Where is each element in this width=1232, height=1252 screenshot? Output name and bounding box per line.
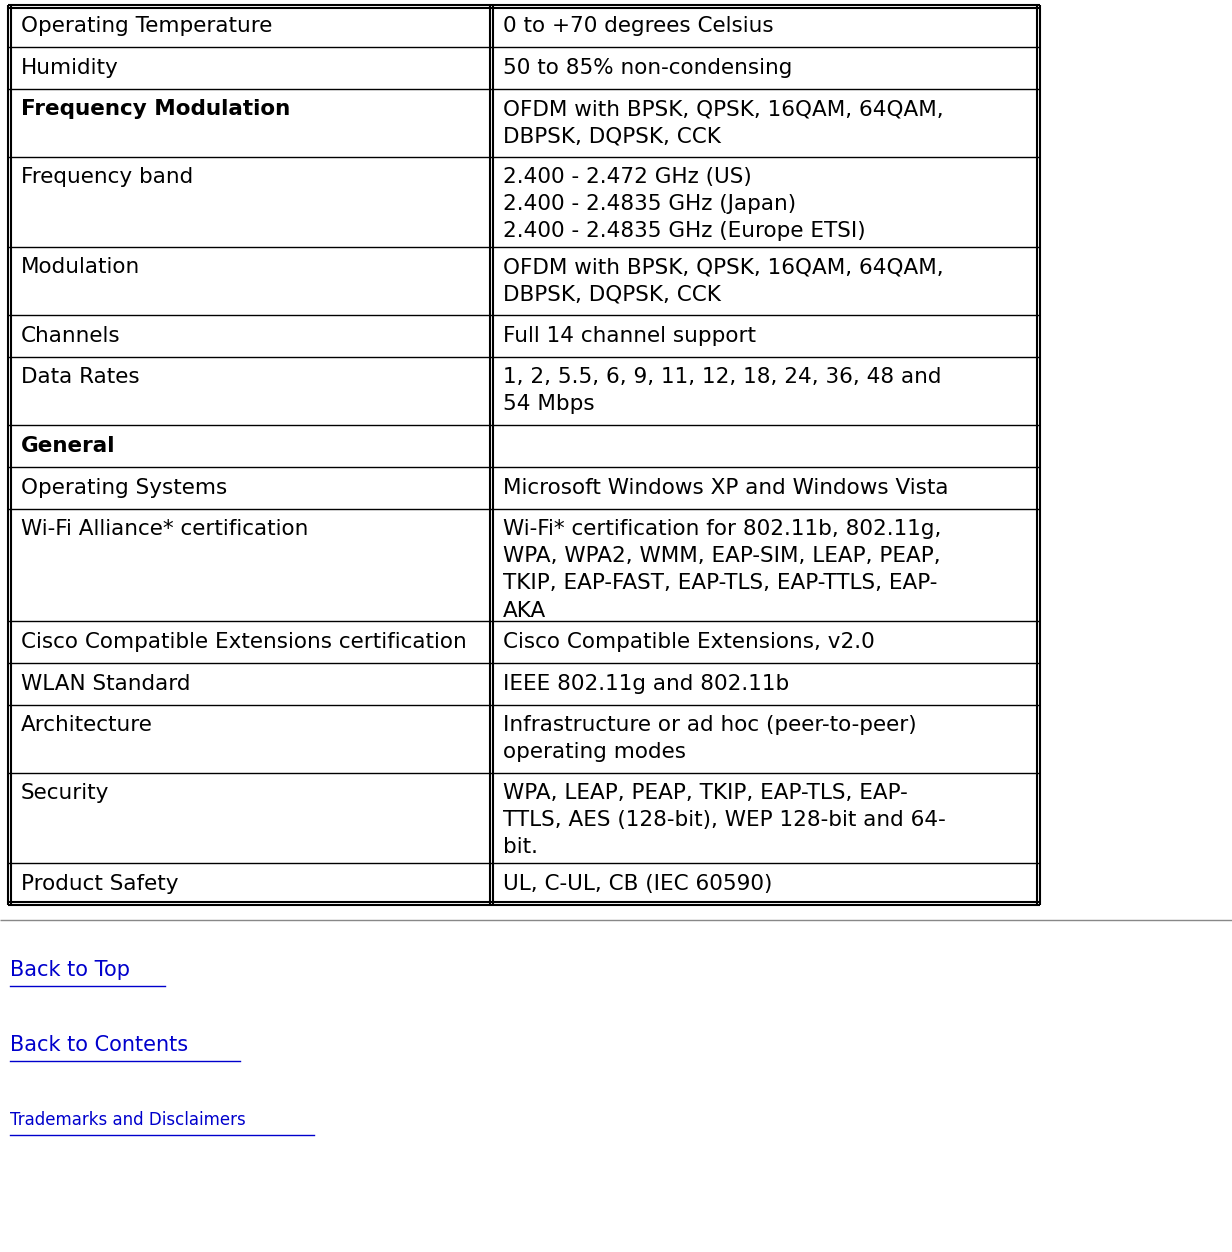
Text: OFDM with BPSK, QPSK, 16QAM, 64QAM,
DBPSK, DQPSK, CCK: OFDM with BPSK, QPSK, 16QAM, 64QAM, DBPS… [503,99,944,146]
Text: 2.400 - 2.472 GHz (US)
2.400 - 2.4835 GHz (Japan)
2.400 - 2.4835 GHz (Europe ETS: 2.400 - 2.472 GHz (US) 2.400 - 2.4835 GH… [503,167,866,242]
Text: Full 14 channel support: Full 14 channel support [503,326,756,346]
Text: General: General [21,436,116,456]
Text: Cisco Compatible Extensions, v2.0: Cisco Compatible Extensions, v2.0 [503,632,875,652]
Text: Channels: Channels [21,326,121,346]
Text: Back to Contents: Back to Contents [10,1035,188,1055]
Text: Operating Temperature: Operating Temperature [21,16,272,36]
Text: Wi-Fi* certification for 802.11b, 802.11g,
WPA, WPA2, WMM, EAP-SIM, LEAP, PEAP,
: Wi-Fi* certification for 802.11b, 802.11… [503,520,941,621]
Text: Cisco Compatible Extensions certification: Cisco Compatible Extensions certificatio… [21,632,467,652]
Text: WPA, LEAP, PEAP, TKIP, EAP-TLS, EAP-
TTLS, AES (128-bit), WEP 128-bit and 64-
bi: WPA, LEAP, PEAP, TKIP, EAP-TLS, EAP- TTL… [503,782,946,858]
Text: Trademarks and Disclaimers: Trademarks and Disclaimers [10,1111,245,1129]
Text: Humidity: Humidity [21,58,118,78]
Text: Data Rates: Data Rates [21,367,139,387]
Text: Microsoft Windows XP and Windows Vista: Microsoft Windows XP and Windows Vista [503,478,949,498]
Text: IEEE 802.11g and 802.11b: IEEE 802.11g and 802.11b [503,674,790,694]
Text: Frequency Modulation: Frequency Modulation [21,99,291,119]
Text: Product Safety: Product Safety [21,874,179,894]
Text: Wi-Fi Alliance* certification: Wi-Fi Alliance* certification [21,520,308,540]
Text: 1, 2, 5.5, 6, 9, 11, 12, 18, 24, 36, 48 and
54 Mbps: 1, 2, 5.5, 6, 9, 11, 12, 18, 24, 36, 48 … [503,367,941,414]
Text: Frequency band: Frequency band [21,167,193,187]
Text: 0 to +70 degrees Celsius: 0 to +70 degrees Celsius [503,16,774,36]
Text: Infrastructure or ad hoc (peer-to-peer)
operating modes: Infrastructure or ad hoc (peer-to-peer) … [503,715,917,762]
Text: OFDM with BPSK, QPSK, 16QAM, 64QAM,
DBPSK, DQPSK, CCK: OFDM with BPSK, QPSK, 16QAM, 64QAM, DBPS… [503,257,944,304]
Text: Back to Top: Back to Top [10,960,131,980]
Text: WLAN Standard: WLAN Standard [21,674,191,694]
Text: UL, C-UL, CB (IEC 60590): UL, C-UL, CB (IEC 60590) [503,874,772,894]
Text: Operating Systems: Operating Systems [21,478,227,498]
Text: 50 to 85% non-condensing: 50 to 85% non-condensing [503,58,792,78]
Text: Modulation: Modulation [21,257,140,277]
Text: Security: Security [21,782,110,803]
Text: Architecture: Architecture [21,715,153,735]
